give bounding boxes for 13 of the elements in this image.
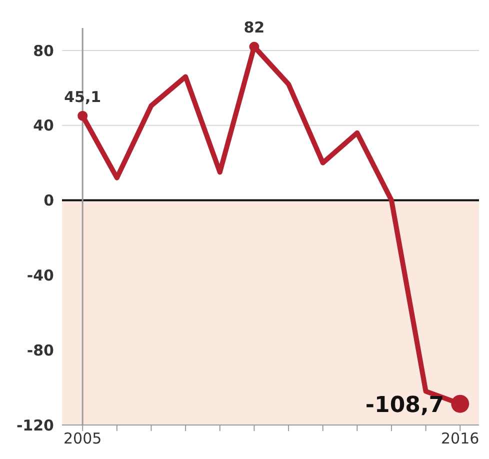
point: [249, 42, 260, 52]
y-tick-label: -120: [16, 416, 54, 434]
data-label: 82: [244, 18, 265, 37]
y-tick-label: 40: [33, 116, 54, 135]
data-label: -108,7: [365, 392, 444, 418]
y-tick-label: -80: [26, 341, 54, 360]
y-tick-label: 80: [33, 42, 54, 60]
x-tick-label: 2005: [64, 430, 102, 448]
y-tick-label: 0: [44, 192, 54, 210]
point: [78, 110, 88, 121]
y-tick-label: -40: [26, 266, 54, 285]
data-label: 45,1: [64, 88, 102, 106]
x-tick-label: 2016: [441, 430, 480, 448]
